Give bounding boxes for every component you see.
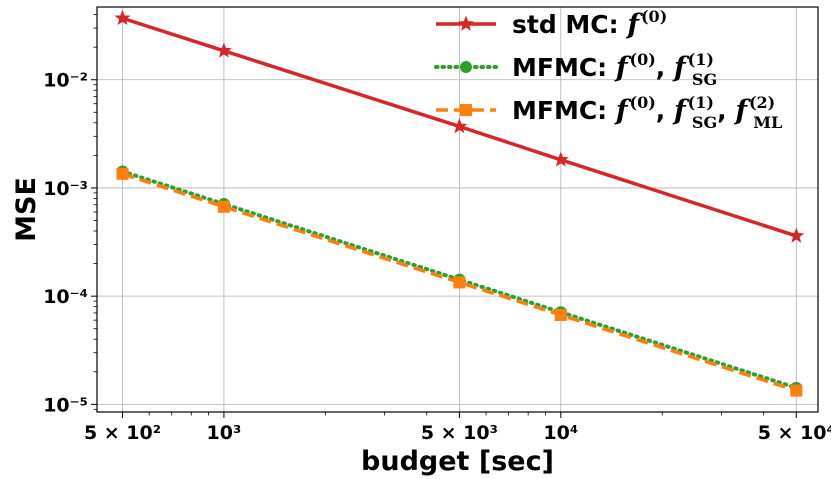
x-axis-label: budget [sec] [361, 446, 554, 477]
data-point [554, 308, 567, 321]
legend-entry-1: MFMC: f (0), f (1) SG [434, 50, 717, 89]
legend-label: std MC: f (0) [512, 7, 667, 40]
y-tick-label: 10⁻² [43, 70, 88, 92]
data-point [217, 200, 230, 213]
data-point [215, 42, 232, 58]
y-tick-label: 10⁻⁴ [43, 286, 88, 308]
series-0 [114, 9, 805, 243]
legend-marker [460, 61, 472, 73]
legend-label: MFMC: f (0), f (1) SG [512, 50, 717, 89]
x-tick-label: 10³ [207, 422, 242, 444]
data-point [453, 276, 466, 289]
data-point [552, 151, 569, 167]
legend: std MC: f (0) MFMC: f (0), f (1) SG MFMC: f (0)… [434, 7, 782, 132]
legend-marker [458, 15, 474, 31]
data-point [114, 9, 131, 25]
data-point [790, 384, 803, 397]
series-2 [116, 167, 803, 397]
y-tick-label: 10⁻⁵ [43, 394, 88, 416]
data-point [116, 167, 129, 180]
x-tick-label: 10⁴ [543, 422, 578, 444]
series-layer [114, 9, 805, 397]
data-point [788, 227, 805, 243]
legend-marker [460, 104, 472, 116]
y-tick-label: 10⁻³ [43, 178, 88, 200]
grid-lines [97, 7, 818, 412]
tick-labels: 5 × 10² 10³ 5 × 10³ 10⁴ 5 × 10⁴ 10⁻⁵ 10⁻⁴ 10⁻³ 1… [43, 70, 831, 444]
y-axis-label: MSE [11, 177, 42, 242]
plot-frame [96, 6, 819, 413]
legend-entry-2: MFMC: f (0), f (1) SG, f (2) ML [436, 93, 782, 132]
legend-label: MFMC: f (0), f (1) SG, f (2) ML [512, 93, 782, 132]
x-tick-label: 5 × 10⁴ [758, 422, 831, 444]
x-tick-label: 5 × 10² [84, 422, 161, 444]
legend-entry-0: std MC: f (0) [436, 7, 667, 40]
data-point [451, 118, 468, 134]
x-tick-label: 5 × 10³ [421, 422, 498, 444]
